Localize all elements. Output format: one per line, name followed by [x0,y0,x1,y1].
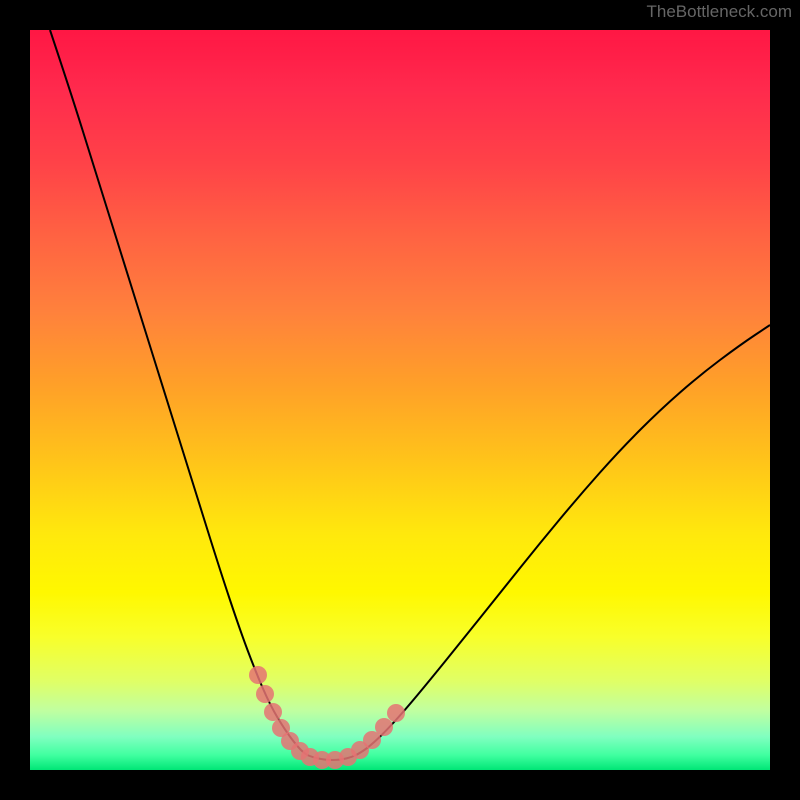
marker-point [387,704,405,722]
marker-point [256,685,274,703]
marker-point [264,703,282,721]
marker-point [375,718,393,736]
marker-group [249,666,405,769]
bottleneck-curve [50,30,770,760]
watermark-text: TheBottleneck.com [646,2,792,22]
marker-point [249,666,267,684]
chart-container [30,30,770,770]
curve-overlay [30,30,770,770]
